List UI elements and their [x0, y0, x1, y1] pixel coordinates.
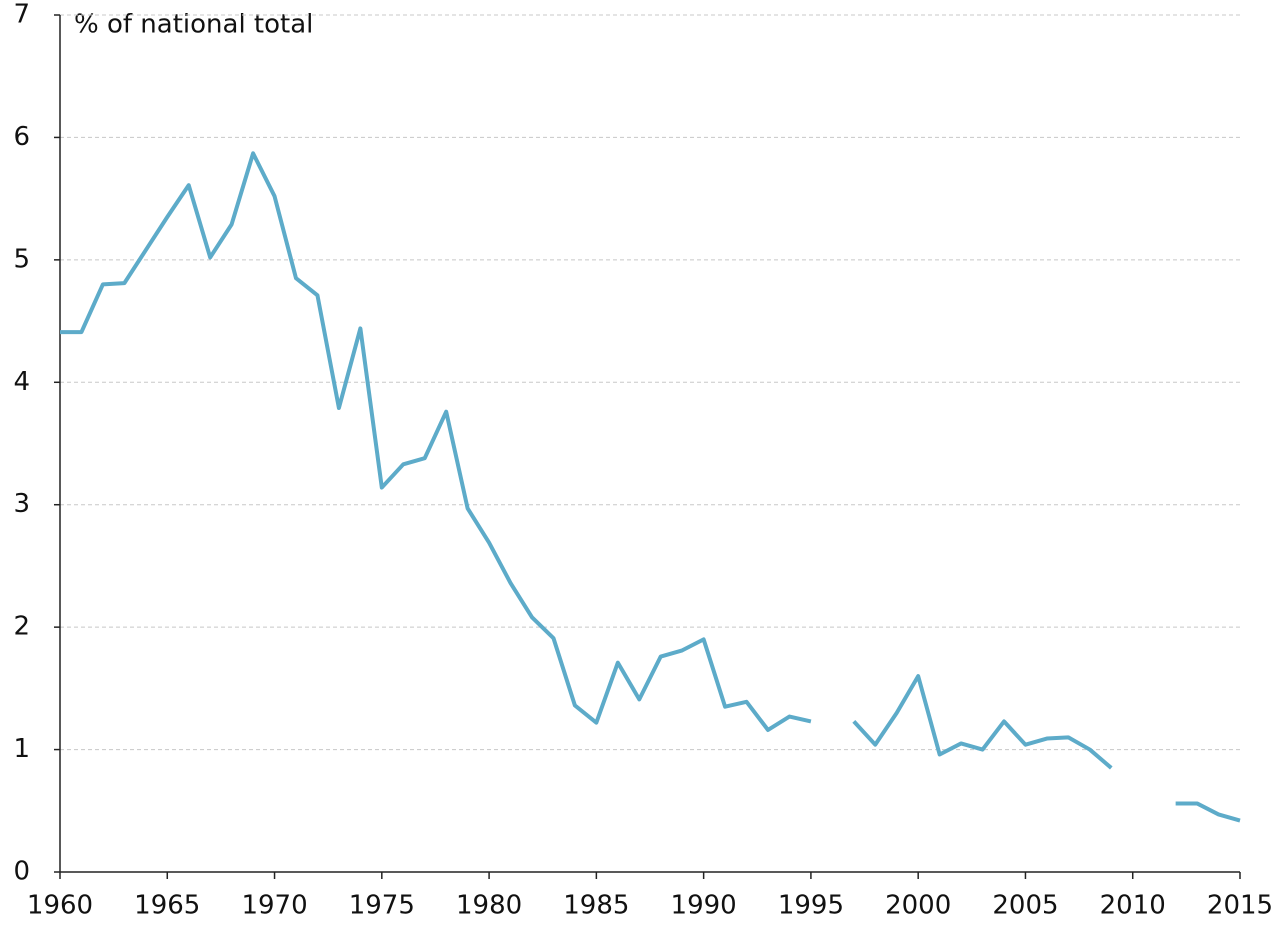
- y-tick-label: 2: [13, 612, 30, 642]
- x-tick-label: 2010: [1100, 891, 1166, 921]
- x-tick-label: 1960: [27, 891, 93, 921]
- y-tick-label: 0: [13, 857, 30, 887]
- x-tick-label: 1975: [349, 891, 415, 921]
- y-axis-label: % of national total: [74, 10, 313, 40]
- x-tick-label: 1970: [241, 891, 307, 921]
- x-tick-label: 1995: [778, 891, 844, 921]
- y-tick-label: 5: [13, 244, 30, 274]
- y-tick-label: 1: [13, 734, 30, 764]
- y-tick-label: 4: [13, 367, 30, 397]
- x-tick-label: 1965: [134, 891, 200, 921]
- x-tick-label: 2005: [992, 891, 1058, 921]
- x-tick-label: 1980: [456, 891, 522, 921]
- data-line: [60, 151, 1241, 823]
- x-tick-label: 1985: [563, 891, 629, 921]
- y-tick-label: 6: [13, 122, 30, 152]
- y-tick-label: 3: [13, 489, 30, 519]
- x-tick-label: 1990: [671, 891, 737, 921]
- y-tick-label: 7: [13, 0, 30, 30]
- x-tick-label: 2015: [1207, 891, 1273, 921]
- x-tick-label: 2000: [885, 891, 951, 921]
